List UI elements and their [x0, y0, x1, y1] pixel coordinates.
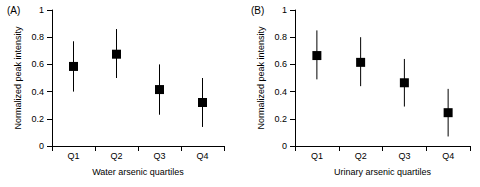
svg-text:0.8: 0.8	[274, 32, 287, 42]
svg-text:Q4: Q4	[196, 151, 208, 161]
svg-text:Normalized peak intensity: Normalized peak intensity	[13, 26, 23, 130]
svg-text:1: 1	[282, 5, 287, 15]
svg-text:0: 0	[39, 141, 44, 151]
svg-text:Q1: Q1	[311, 151, 323, 161]
svg-text:Normalized peak intensity: Normalized peak intensity	[256, 26, 266, 130]
svg-text:0: 0	[282, 141, 287, 151]
svg-text:Q3: Q3	[153, 151, 165, 161]
svg-text:Q1: Q1	[67, 151, 79, 161]
svg-text:Q2: Q2	[110, 151, 122, 161]
svg-text:0.4: 0.4	[274, 87, 287, 97]
svg-text:0.8: 0.8	[31, 32, 44, 42]
svg-text:0.6: 0.6	[31, 59, 44, 69]
svg-text:Urinary arsenic quartiles: Urinary arsenic quartiles	[334, 167, 432, 177]
svg-text:0.6: 0.6	[274, 59, 287, 69]
svg-text:0.4: 0.4	[31, 87, 44, 97]
svg-text:(A): (A)	[7, 5, 20, 16]
svg-text:Q3: Q3	[398, 151, 410, 161]
svg-text:(B): (B)	[251, 5, 264, 16]
svg-text:Q2: Q2	[355, 151, 367, 161]
svg-text:0.2: 0.2	[274, 114, 287, 124]
svg-text:0.2: 0.2	[31, 114, 44, 124]
svg-text:1: 1	[39, 5, 44, 15]
svg-text:Water arsenic quartiles: Water arsenic quartiles	[92, 167, 184, 177]
svg-text:Q4: Q4	[442, 151, 454, 161]
